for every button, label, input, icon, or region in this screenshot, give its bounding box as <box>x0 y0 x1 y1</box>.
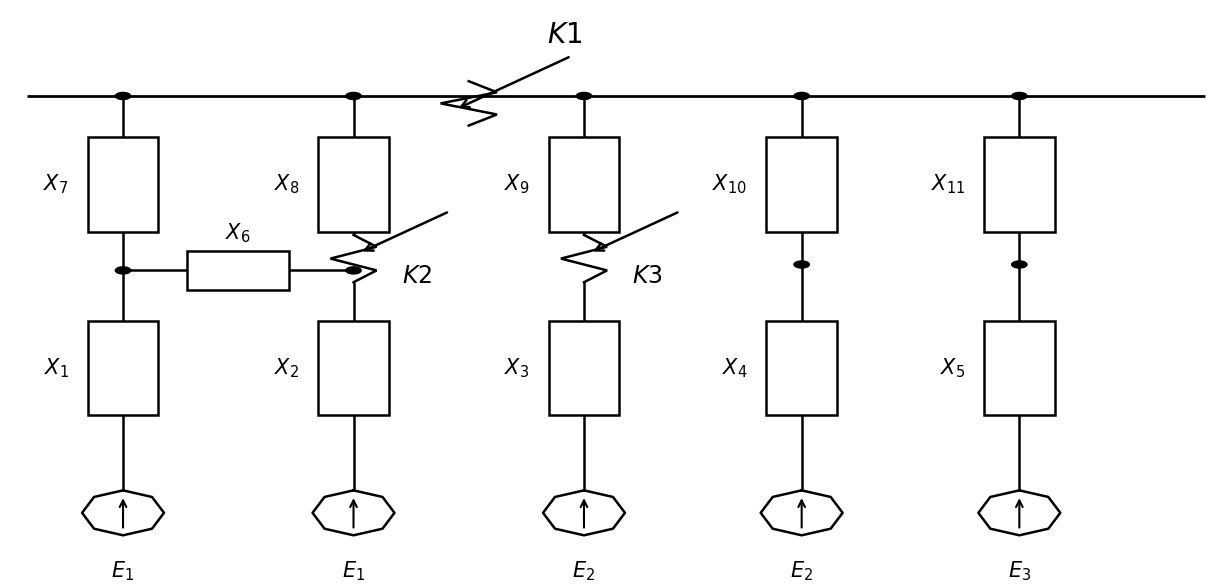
Bar <box>984 321 1055 415</box>
Text: $X_8$: $X_8$ <box>274 173 299 196</box>
Text: $X_9$: $X_9$ <box>504 173 530 196</box>
Text: $E_3$: $E_3$ <box>1008 559 1031 582</box>
Text: $X_7$: $X_7$ <box>43 173 69 196</box>
Text: $E_2$: $E_2$ <box>573 559 595 582</box>
Text: $E_1$: $E_1$ <box>112 559 134 582</box>
Polygon shape <box>760 490 843 535</box>
Bar <box>984 137 1055 232</box>
Polygon shape <box>83 490 164 535</box>
Bar <box>548 321 620 415</box>
Text: $X_{10}$: $X_{10}$ <box>712 173 748 196</box>
Bar <box>766 321 837 415</box>
Circle shape <box>1011 93 1027 100</box>
Polygon shape <box>313 490 394 535</box>
Circle shape <box>346 93 361 100</box>
Bar <box>87 321 158 415</box>
Text: $X_1$: $X_1$ <box>43 356 69 380</box>
Bar <box>318 137 389 232</box>
Text: $X_6$: $X_6$ <box>225 222 251 246</box>
Polygon shape <box>978 490 1061 535</box>
Text: $X_2$: $X_2$ <box>274 356 299 380</box>
Text: $X_3$: $X_3$ <box>504 356 530 380</box>
Bar <box>318 321 389 415</box>
Polygon shape <box>543 490 625 535</box>
Text: $X_4$: $X_4$ <box>722 356 748 380</box>
Circle shape <box>793 93 809 100</box>
Text: $K1$: $K1$ <box>547 22 583 49</box>
Circle shape <box>577 93 591 100</box>
Bar <box>548 137 620 232</box>
Circle shape <box>1011 261 1027 268</box>
Text: $E_1$: $E_1$ <box>342 559 365 582</box>
Circle shape <box>116 93 131 100</box>
Text: $X_5$: $X_5$ <box>940 356 965 380</box>
Circle shape <box>346 267 361 274</box>
Bar <box>187 251 290 289</box>
Bar <box>87 137 158 232</box>
Circle shape <box>116 267 131 274</box>
Text: $K3$: $K3$ <box>632 264 663 288</box>
Bar <box>766 137 837 232</box>
Text: $K2$: $K2$ <box>402 264 431 288</box>
Circle shape <box>793 261 809 268</box>
Text: $X_{11}$: $X_{11}$ <box>930 173 965 196</box>
Text: $E_2$: $E_2$ <box>790 559 813 582</box>
